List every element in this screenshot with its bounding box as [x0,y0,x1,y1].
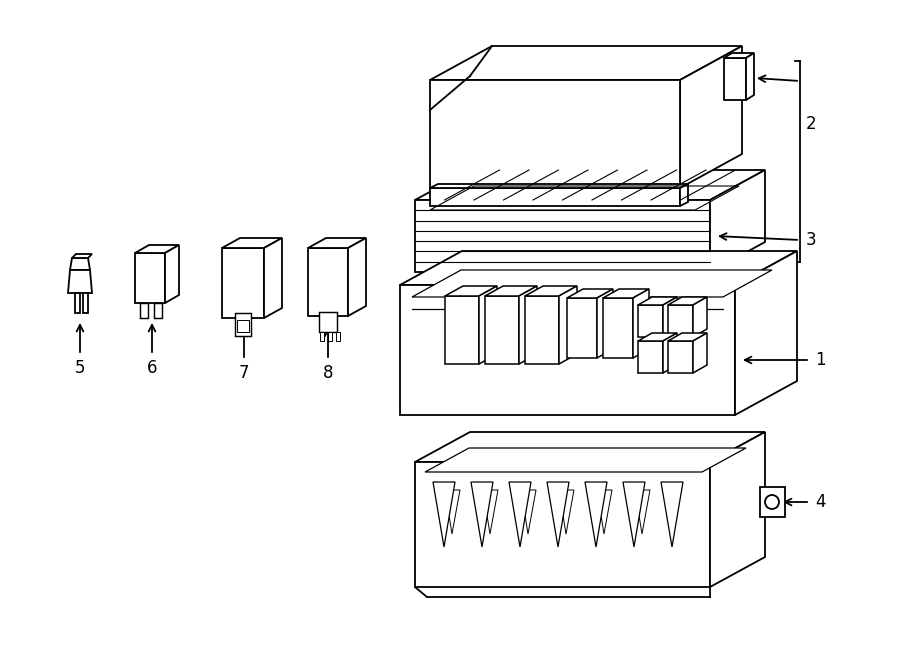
Polygon shape [567,298,597,358]
Polygon shape [559,286,577,364]
Polygon shape [735,251,797,415]
Polygon shape [509,482,531,547]
Polygon shape [445,296,479,364]
Text: 3: 3 [806,231,816,249]
Polygon shape [83,293,88,313]
Polygon shape [603,298,633,358]
Polygon shape [75,293,80,313]
Polygon shape [746,53,754,100]
Polygon shape [320,332,324,341]
Polygon shape [70,258,90,270]
Polygon shape [585,482,607,547]
Polygon shape [547,482,569,547]
Text: 7: 7 [238,364,249,382]
Polygon shape [635,490,650,534]
Polygon shape [412,270,772,297]
Text: 1: 1 [815,351,825,369]
Polygon shape [693,297,707,337]
Polygon shape [264,238,282,318]
Polygon shape [430,184,688,188]
Polygon shape [336,332,340,341]
Polygon shape [663,297,677,337]
Polygon shape [154,303,162,318]
Polygon shape [693,333,707,373]
Polygon shape [638,305,663,337]
Polygon shape [525,296,559,364]
Polygon shape [567,289,613,298]
Polygon shape [445,286,497,296]
Polygon shape [623,482,645,547]
Polygon shape [485,296,519,364]
Polygon shape [415,200,710,272]
Text: 8: 8 [323,364,333,382]
Polygon shape [235,313,251,336]
Polygon shape [415,170,765,200]
Polygon shape [348,238,366,316]
Polygon shape [597,289,613,358]
Text: 4: 4 [815,493,825,511]
Polygon shape [638,297,677,305]
Circle shape [765,495,779,509]
Polygon shape [433,482,455,547]
Polygon shape [633,289,649,358]
Polygon shape [222,238,282,248]
Polygon shape [425,448,746,472]
Polygon shape [479,286,497,364]
Polygon shape [135,253,165,303]
Polygon shape [237,320,249,332]
Polygon shape [603,289,649,298]
Polygon shape [308,248,348,316]
Text: 5: 5 [75,359,86,377]
Polygon shape [710,432,765,587]
Text: 2: 2 [806,115,816,133]
Polygon shape [680,184,688,206]
Polygon shape [597,490,612,534]
Polygon shape [559,490,574,534]
Polygon shape [519,286,537,364]
Polygon shape [661,482,683,547]
Polygon shape [724,53,754,58]
Polygon shape [400,285,735,415]
Polygon shape [525,286,577,296]
Polygon shape [165,245,179,303]
Polygon shape [68,270,92,293]
Polygon shape [471,482,493,547]
Polygon shape [430,80,680,188]
Polygon shape [680,46,742,188]
Polygon shape [445,490,460,534]
Polygon shape [140,303,148,318]
Polygon shape [319,312,337,332]
Polygon shape [308,238,366,248]
Polygon shape [415,432,765,462]
Polygon shape [668,333,707,341]
Polygon shape [328,332,332,341]
Polygon shape [135,245,179,253]
Polygon shape [724,58,746,100]
Text: 6: 6 [147,359,158,377]
Polygon shape [521,490,536,534]
Polygon shape [485,286,537,296]
Polygon shape [415,462,710,587]
Polygon shape [638,333,677,341]
Polygon shape [668,341,693,373]
Polygon shape [663,333,677,373]
Polygon shape [760,487,785,517]
Polygon shape [638,341,663,373]
Polygon shape [668,297,707,305]
Polygon shape [430,188,680,206]
Polygon shape [72,254,92,258]
Polygon shape [430,46,742,80]
Polygon shape [668,305,693,337]
Polygon shape [483,490,498,534]
Polygon shape [400,251,797,285]
Polygon shape [710,170,765,272]
Polygon shape [222,248,264,318]
